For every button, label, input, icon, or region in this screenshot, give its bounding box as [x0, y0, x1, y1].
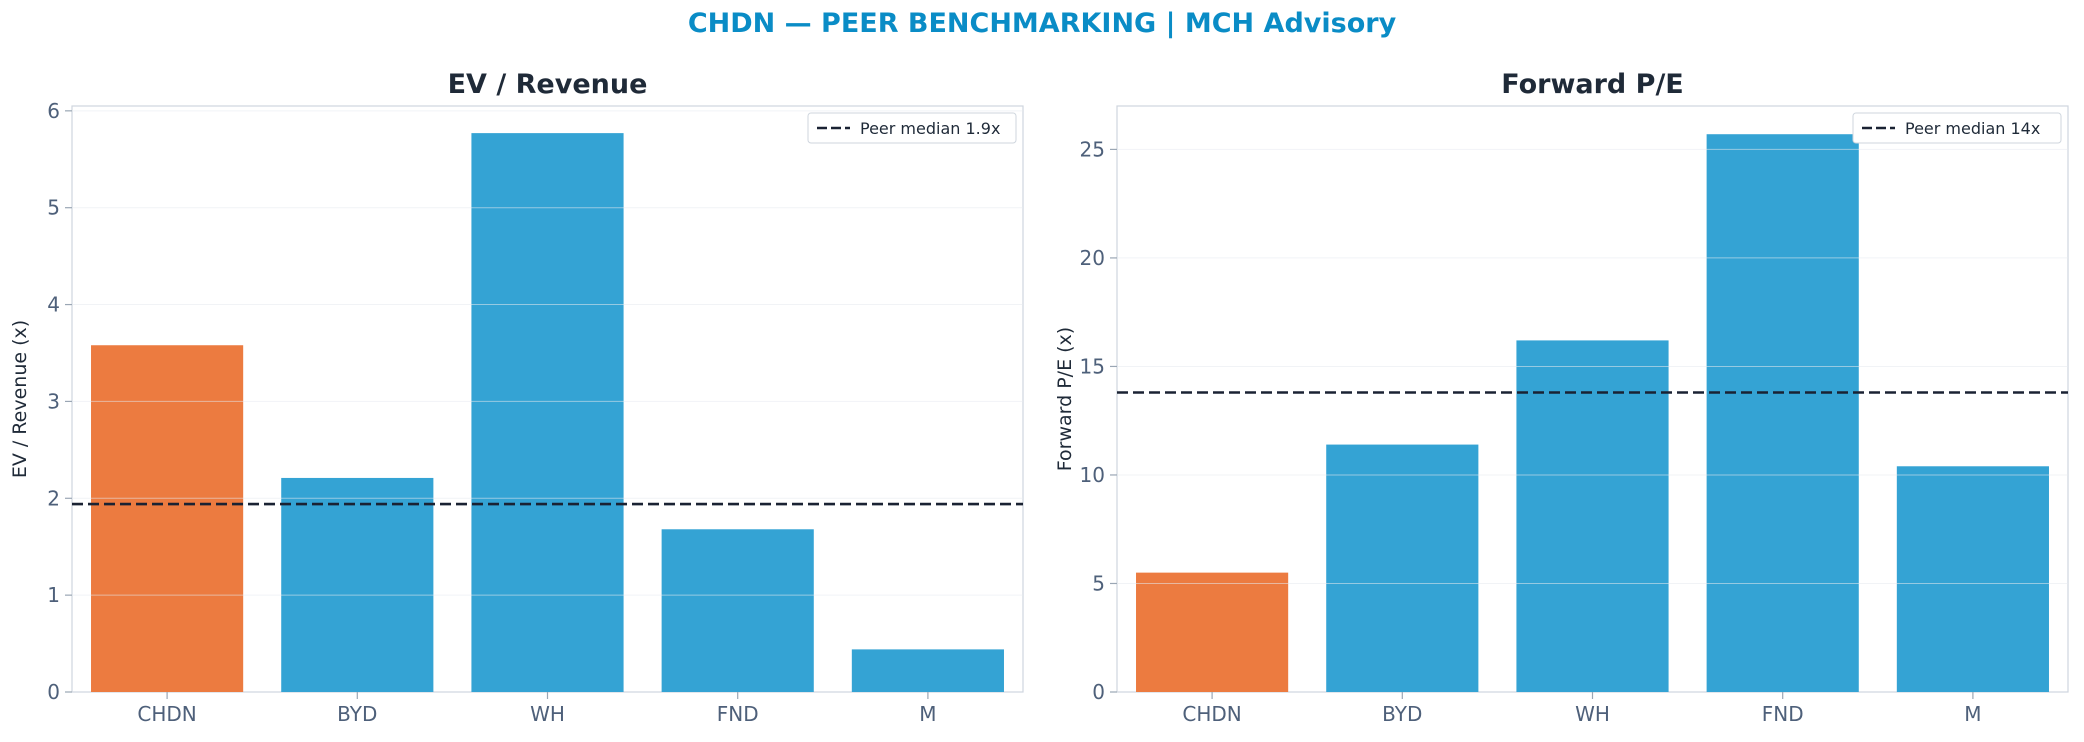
legend-label: Peer median 1.9x — [860, 119, 1000, 138]
bar-fnd — [1706, 134, 1859, 692]
x-tick-label: CHDN — [1182, 702, 1241, 726]
y-tick-label: 3 — [47, 389, 60, 413]
y-tick-label: 5 — [1092, 571, 1105, 595]
y-tick-label: 15 — [1080, 354, 1105, 378]
bar-byd — [281, 477, 434, 692]
x-tick-label: M — [919, 702, 936, 726]
y-tick-label: 6 — [47, 99, 60, 123]
legend: Peer median 1.9x — [807, 112, 1017, 144]
y-axis-label: EV / Revenue (x) — [9, 320, 31, 478]
x-tick-label: FND — [717, 702, 759, 726]
x-tick-label: CHDN — [137, 702, 196, 726]
y-tick-label: 20 — [1080, 246, 1105, 270]
panel-title: Forward P/E — [1501, 69, 1684, 100]
y-tick-label: 0 — [47, 680, 60, 704]
bar-m — [851, 649, 1004, 692]
chart-panel-1: 0 1 2 3 4 5 6 CHDN BYD WH FND M EV / Revenue EV / Rev… — [9, 69, 1024, 726]
bar-chdn — [91, 345, 244, 692]
figure-title: CHDN — PEER BENCHMARKING | MCH Advisory — [687, 8, 1397, 39]
bar-wh — [471, 133, 624, 692]
legend-box — [1852, 112, 2062, 144]
bar-fnd — [661, 529, 814, 692]
bar-m — [1896, 466, 2049, 692]
y-tick-label: 10 — [1080, 463, 1105, 487]
y-tick-label: 25 — [1080, 137, 1105, 161]
x-tick-label: BYD — [337, 702, 377, 726]
y-tick-label: 5 — [47, 196, 60, 220]
x-tick-label: WH — [530, 702, 565, 726]
panel-title: EV / Revenue — [448, 69, 648, 100]
y-axis-label: Forward P/E (x) — [1054, 327, 1076, 471]
bar-wh — [1516, 340, 1669, 692]
x-tick-label: M — [1964, 702, 1981, 726]
legend-box — [807, 112, 1017, 144]
y-tick-label: 0 — [1092, 680, 1105, 704]
x-tick-label: FND — [1762, 702, 1804, 726]
y-tick-label: 1 — [47, 583, 60, 607]
bar-chdn — [1136, 572, 1289, 692]
legend: Peer median 14x — [1852, 112, 2062, 144]
x-tick-label: WH — [1575, 702, 1610, 726]
bar-byd — [1326, 444, 1479, 692]
y-tick-label: 4 — [47, 293, 60, 317]
chart-panel-2: 0 5 10 15 20 25 CHDN BYD WH FND M Forward P/E Forwar… — [1054, 69, 2069, 726]
y-tick-label: 2 — [47, 486, 60, 510]
legend-label: Peer median 14x — [1905, 119, 2040, 138]
x-tick-label: BYD — [1382, 702, 1422, 726]
